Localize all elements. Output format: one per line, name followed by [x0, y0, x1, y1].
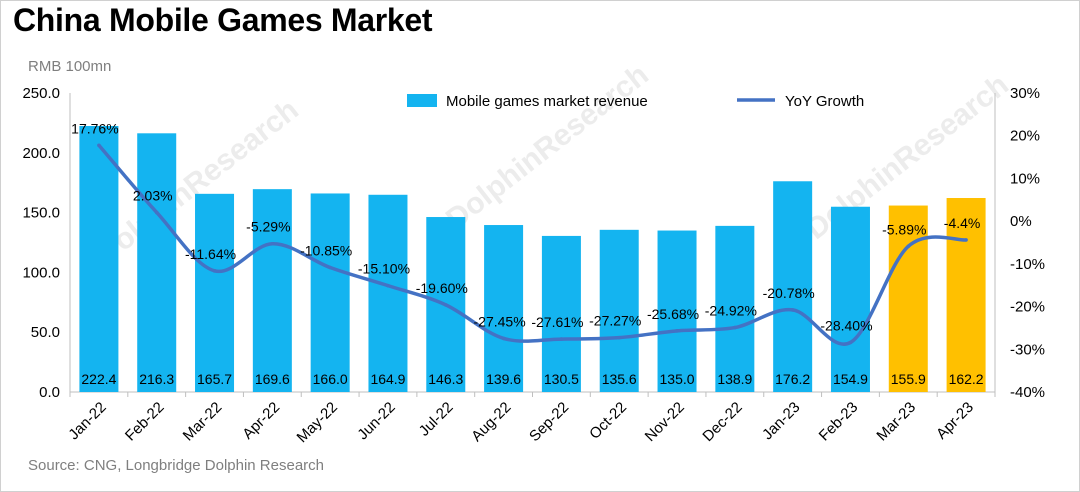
bar-value-label: 169.6: [255, 371, 290, 387]
x-axis-tick-label: Sep-22: [526, 399, 572, 445]
bar: [368, 195, 407, 392]
yoy-value-label: 17.76%: [71, 120, 118, 136]
bar-value-label: 146.3: [428, 371, 463, 387]
x-axis-tick-label: Mar-22: [180, 399, 226, 445]
bar-value-label: 135.0: [660, 371, 695, 387]
bar: [195, 194, 234, 392]
x-axis-tick-label: May-22: [294, 399, 341, 446]
yoy-growth-point: [617, 336, 621, 340]
yoy-growth-point: [502, 337, 506, 341]
bar-value-label: 166.0: [313, 371, 348, 387]
bar-value-label: 139.6: [486, 371, 521, 387]
yoy-value-label: -25.68%: [647, 306, 699, 322]
yoy-growth-point: [849, 341, 853, 345]
x-axis-tick-label: Jan-23: [759, 399, 803, 443]
x-axis-tick-label: Jan-22: [65, 399, 109, 443]
right-axis-tick-label: 30%: [1010, 85, 1040, 102]
yoy-growth-point: [328, 266, 332, 270]
yoy-growth-point: [733, 326, 737, 330]
bar-value-label: 164.9: [370, 371, 405, 387]
x-axis-tick-label: Feb-22: [122, 399, 168, 445]
x-axis-tick-label: Dec-22: [699, 399, 745, 445]
yoy-growth-point: [386, 284, 390, 288]
yoy-growth-point: [155, 211, 159, 215]
right-axis-tick-label: -10%: [1010, 256, 1045, 273]
right-axis-tick-label: -40%: [1010, 384, 1045, 401]
x-axis-tick-label: Nov-22: [642, 399, 688, 445]
right-axis-tick-label: 10%: [1010, 170, 1040, 187]
x-axis-tick-label: Jun-22: [354, 399, 398, 443]
yoy-value-label: -20.78%: [763, 285, 815, 301]
legend-bar-swatch: [407, 94, 437, 107]
bar: [831, 207, 870, 392]
x-axis-tick-label: Oct-22: [586, 399, 630, 443]
bar-value-label: 155.9: [891, 371, 926, 387]
x-axis-tick-label: Apr-22: [239, 399, 283, 443]
bar-value-label: 165.7: [197, 371, 232, 387]
yoy-value-label: -10.85%: [300, 242, 352, 258]
right-axis-tick-label: 20%: [1010, 128, 1040, 145]
yoy-value-label: -27.27%: [589, 313, 641, 329]
yoy-value-label: -24.92%: [705, 303, 757, 319]
yoy-value-label: -27.45%: [474, 313, 526, 329]
yoy-growth-point: [906, 245, 910, 249]
yoy-value-label: 2.03%: [133, 187, 173, 203]
yoy-growth-point: [791, 308, 795, 312]
yoy-growth-point: [444, 303, 448, 307]
left-axis-tick-label: 100.0: [22, 264, 60, 281]
bar-value-label: 138.9: [717, 371, 752, 387]
bar: [600, 230, 639, 392]
yoy-growth-point: [213, 269, 217, 273]
yoy-growth-point: [675, 329, 679, 333]
bar-value-label: 222.4: [81, 371, 116, 387]
yoy-value-label: -28.40%: [820, 317, 872, 333]
yoy-value-label: -4.4%: [944, 215, 981, 231]
bar: [137, 133, 176, 392]
bar-value-label: 130.5: [544, 371, 579, 387]
yoy-value-label: -27.61%: [531, 314, 583, 330]
bar-value-label: 154.9: [833, 371, 868, 387]
legend-bar-label: Mobile games market revenue: [446, 93, 648, 110]
legend-line-label: YoY Growth: [785, 93, 864, 110]
yoy-value-label: -5.89%: [882, 221, 926, 237]
x-axis-tick-label: Jul-22: [416, 399, 457, 440]
yoy-value-label: -11.64%: [185, 246, 236, 262]
yoy-growth-point: [964, 238, 968, 242]
x-axis-tick-label: Mar-23: [873, 399, 919, 445]
bar: [311, 193, 350, 392]
bar: [79, 126, 118, 392]
right-axis-tick-label: 0%: [1010, 213, 1032, 230]
left-axis-tick-label: 200.0: [22, 145, 60, 162]
left-axis-tick-label: 150.0: [22, 205, 60, 222]
bar-value-label: 216.3: [139, 371, 174, 387]
x-axis-tick-label: Feb-23: [816, 399, 862, 445]
yoy-growth-point: [97, 143, 101, 147]
yoy-growth-point: [271, 242, 275, 246]
right-axis-tick-label: -30%: [1010, 341, 1045, 358]
bar-value-label: 176.2: [775, 371, 810, 387]
x-axis-tick-label: Apr-23: [933, 399, 977, 443]
bar: [484, 225, 523, 392]
right-axis-tick-label: -20%: [1010, 299, 1045, 316]
left-axis-tick-label: 0.0: [39, 384, 60, 401]
x-axis-tick-label: Aug-22: [468, 399, 514, 445]
yoy-value-label: -19.60%: [416, 280, 468, 296]
left-axis-tick-label: 50.0: [31, 324, 60, 341]
bar-value-label: 162.2: [949, 371, 984, 387]
bar-value-label: 135.6: [602, 371, 637, 387]
left-axis-tick-label: 250.0: [22, 85, 60, 102]
yoy-growth-point: [560, 337, 564, 341]
yoy-value-label: -15.10%: [358, 261, 410, 277]
yoy-value-label: -5.29%: [246, 219, 290, 235]
